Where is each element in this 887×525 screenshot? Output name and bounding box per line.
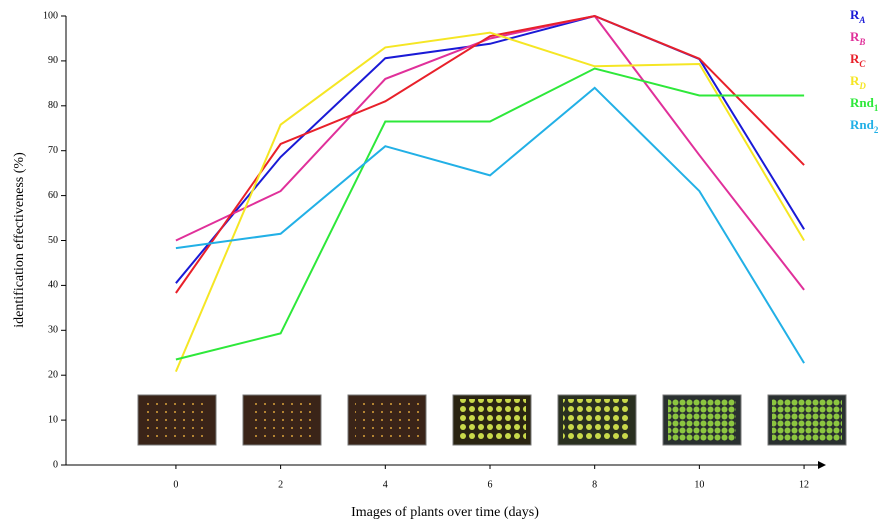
series-line (175, 14, 805, 294)
legend-subscript: B (858, 37, 865, 47)
x-tick-label: 2 (278, 479, 283, 490)
x-tick-label: 10 (694, 479, 704, 490)
series-line (174, 31, 805, 372)
y-axis-label: identification effectiveness (%) (12, 152, 27, 328)
legend-subscript: A (858, 15, 865, 25)
legend-subscript: 1 (874, 103, 879, 113)
series-line (175, 14, 805, 291)
x-axis-label: Images of plants over time (days) (351, 505, 539, 520)
plant-images (137, 394, 847, 446)
y-tick-label: 100 (43, 10, 58, 21)
series-line (175, 86, 805, 364)
y-tick-label: 30 (48, 325, 58, 336)
legend-text: Rnd (850, 117, 875, 132)
legend-subscript: C (859, 59, 866, 69)
legend-text: R (850, 73, 860, 88)
y-tick-label: 20 (48, 369, 58, 380)
x-axis-arrow (818, 461, 826, 469)
legend-subscript: D (858, 81, 866, 91)
series-line (175, 67, 805, 361)
legend-entry: RA (850, 7, 865, 25)
y-tick-label: 80 (48, 100, 58, 111)
legend-text: Rnd (850, 95, 875, 110)
legend-subscript: 2 (874, 125, 879, 135)
y-tick-label: 50 (48, 235, 58, 246)
y-tick-label: 40 (48, 280, 58, 291)
y-tick-label: 10 (48, 414, 58, 425)
y-tick-label: 90 (48, 55, 58, 66)
legend-text: R (850, 29, 860, 44)
legend-entry: RB (850, 29, 865, 47)
legend-entry: Rnd1 (850, 95, 879, 113)
legend-entry: Rnd2 (850, 117, 879, 135)
x-tick-label: 6 (487, 479, 492, 490)
y-tick-label: 0 (53, 459, 58, 470)
legend-text: R (850, 7, 860, 22)
x-tick-label: 0 (173, 479, 178, 490)
legend-entry: RC (850, 51, 866, 69)
legend-entry: RD (850, 73, 866, 91)
x-tick-label: 12 (799, 479, 809, 490)
x-tick-label: 8 (592, 479, 597, 490)
x-tick-label: 4 (383, 479, 388, 490)
y-tick-label: 70 (48, 145, 58, 156)
y-tick-label: 60 (48, 190, 58, 201)
legend-text: R (850, 51, 860, 66)
